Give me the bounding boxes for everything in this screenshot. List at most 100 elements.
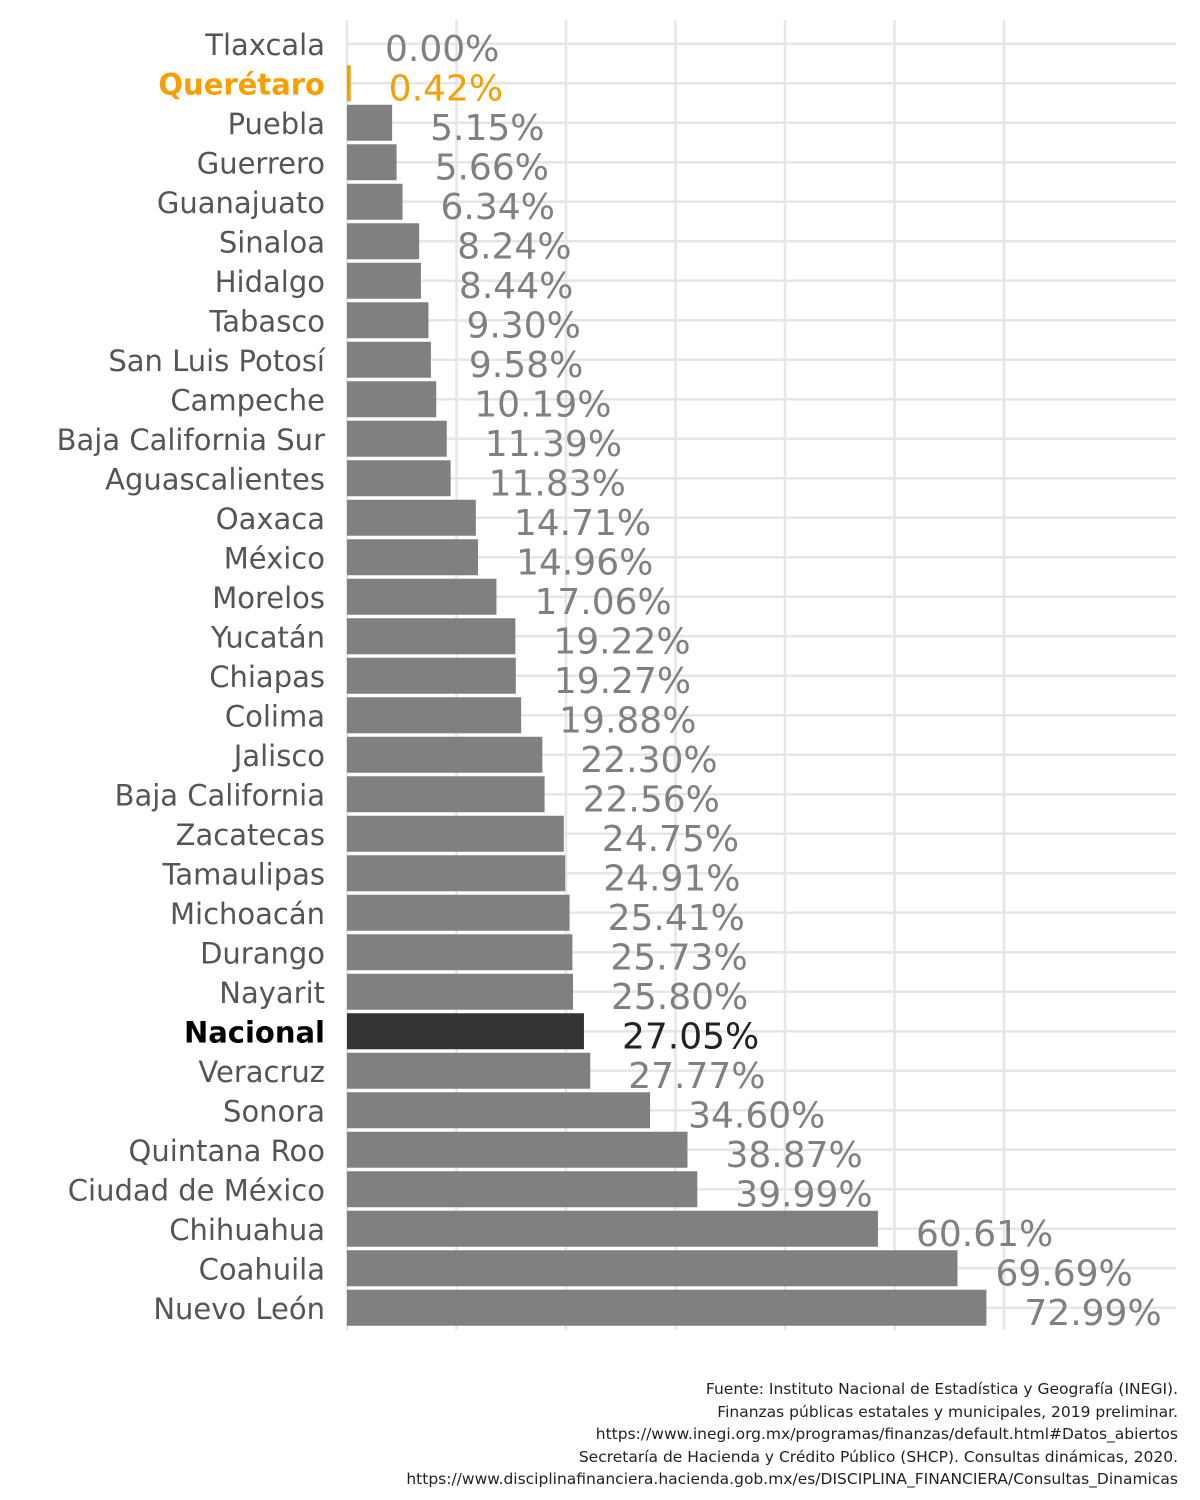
source-line: Fuente: Instituto Nacional de Estadístic… (705, 1380, 1178, 1398)
value-label: 27.05% (622, 1016, 759, 1057)
category-label: Guanajuato (157, 186, 325, 220)
value-label: 19.22% (553, 621, 690, 662)
bar (347, 1052, 591, 1089)
category-label: Baja California Sur (57, 423, 325, 457)
bar (347, 1013, 584, 1050)
value-label: 69.69% (995, 1253, 1132, 1294)
value-label: 22.30% (580, 740, 717, 781)
bar (347, 302, 429, 339)
bar (347, 1210, 878, 1247)
bar (347, 736, 543, 773)
category-label: Colima (225, 699, 325, 733)
bar (347, 578, 497, 615)
source-line: Secretaría de Hacienda y Crédito Público… (578, 1447, 1178, 1466)
category-label: Tamaulipas (162, 857, 326, 891)
bar (347, 341, 431, 378)
category-label: Sonora (223, 1094, 325, 1128)
bar (347, 855, 566, 892)
value-label: 34.60% (688, 1095, 825, 1136)
value-label: 0.42% (389, 68, 503, 109)
category-label: Querétaro (158, 67, 325, 101)
category-label: Yucatán (210, 620, 325, 654)
category-label: Coahuila (199, 1252, 325, 1286)
bar (347, 183, 403, 220)
value-label: 25.80% (611, 977, 748, 1018)
value-label: 25.41% (608, 898, 745, 939)
category-label: Durango (200, 936, 325, 970)
value-label: 10.19% (474, 384, 611, 425)
category-label: Campeche (170, 383, 325, 417)
bar (347, 697, 522, 734)
value-label: 17.06% (534, 582, 671, 623)
value-label: 8.24% (457, 226, 571, 267)
source-note: Fuente: Instituto Nacional de Estadístic… (406, 1378, 1178, 1491)
bar (347, 618, 516, 655)
category-label: Quintana Roo (129, 1134, 326, 1168)
category-label: Aguascalientes (105, 462, 325, 496)
value-label: 27.77% (628, 1056, 765, 1097)
value-label: 9.30% (466, 305, 580, 346)
bar (347, 973, 574, 1010)
category-labels: Tlaxcala Querétaro Puebla Guerrero Guanajuat… (57, 28, 326, 1326)
category-label: Nayarit (219, 976, 325, 1010)
category-label: Veracruz (198, 1055, 325, 1089)
value-label: 0.00% (385, 29, 499, 70)
bars (347, 65, 987, 1326)
bar (347, 144, 397, 181)
category-label: Baja California (115, 778, 325, 812)
bar (347, 776, 545, 813)
bar (347, 381, 437, 418)
value-label: 22.56% (583, 779, 720, 820)
bar (347, 499, 476, 536)
value-label: 14.71% (514, 503, 651, 544)
category-label: Guerrero (197, 146, 325, 180)
category-label: Nuevo León (153, 1292, 325, 1326)
category-label: Morelos (212, 581, 325, 615)
category-label: México (224, 541, 325, 575)
bar (347, 65, 351, 102)
value-label: 25.73% (610, 937, 747, 978)
value-label: 24.91% (603, 858, 740, 899)
category-label: Tlaxcala (204, 28, 325, 62)
bar (347, 1171, 698, 1208)
category-label: Puebla (228, 107, 325, 141)
value-label: 60.61% (916, 1214, 1053, 1255)
value-label: 6.34% (441, 187, 555, 228)
value-label: 11.83% (489, 463, 626, 504)
value-labels: 0.00%0.42%5.15%5.66%6.34%8.24%8.44%9.30%… (385, 29, 1162, 1334)
category-label: Michoacán (170, 897, 325, 931)
value-label: 24.75% (602, 819, 739, 860)
category-label: Sinaloa (219, 225, 325, 259)
category-label: Hidalgo (215, 265, 325, 299)
bar (347, 539, 479, 576)
value-label: 39.99% (735, 1174, 872, 1215)
category-label: Zacatecas (176, 818, 325, 852)
bar (347, 934, 573, 971)
bar (347, 815, 564, 852)
bar (347, 894, 570, 931)
category-label: Jalisco (232, 739, 325, 773)
bar (347, 223, 420, 260)
value-label: 72.99% (1024, 1293, 1161, 1334)
value-label: 19.27% (554, 661, 691, 702)
value-label: 38.87% (726, 1135, 863, 1176)
value-label: 9.58% (469, 345, 583, 386)
category-label: Chiapas (209, 660, 325, 694)
category-label: Nacional (184, 1015, 325, 1049)
value-label: 11.39% (485, 424, 622, 465)
source-line: Finanzas públicas estatales y municipale… (717, 1402, 1178, 1421)
category-label: Chihuahua (169, 1213, 325, 1247)
category-label: Oaxaca (216, 502, 325, 536)
bar (347, 1092, 651, 1129)
bar (347, 1131, 688, 1168)
value-label: 19.88% (559, 700, 696, 741)
bar (347, 657, 516, 694)
bar (347, 420, 447, 457)
bar (347, 1250, 958, 1287)
gridlines (345, 20, 1176, 1330)
value-label: 5.66% (435, 147, 549, 188)
bar (347, 104, 393, 141)
bar (347, 262, 421, 299)
source-line: https://www.disciplinafinanciera.haciend… (406, 1470, 1178, 1488)
